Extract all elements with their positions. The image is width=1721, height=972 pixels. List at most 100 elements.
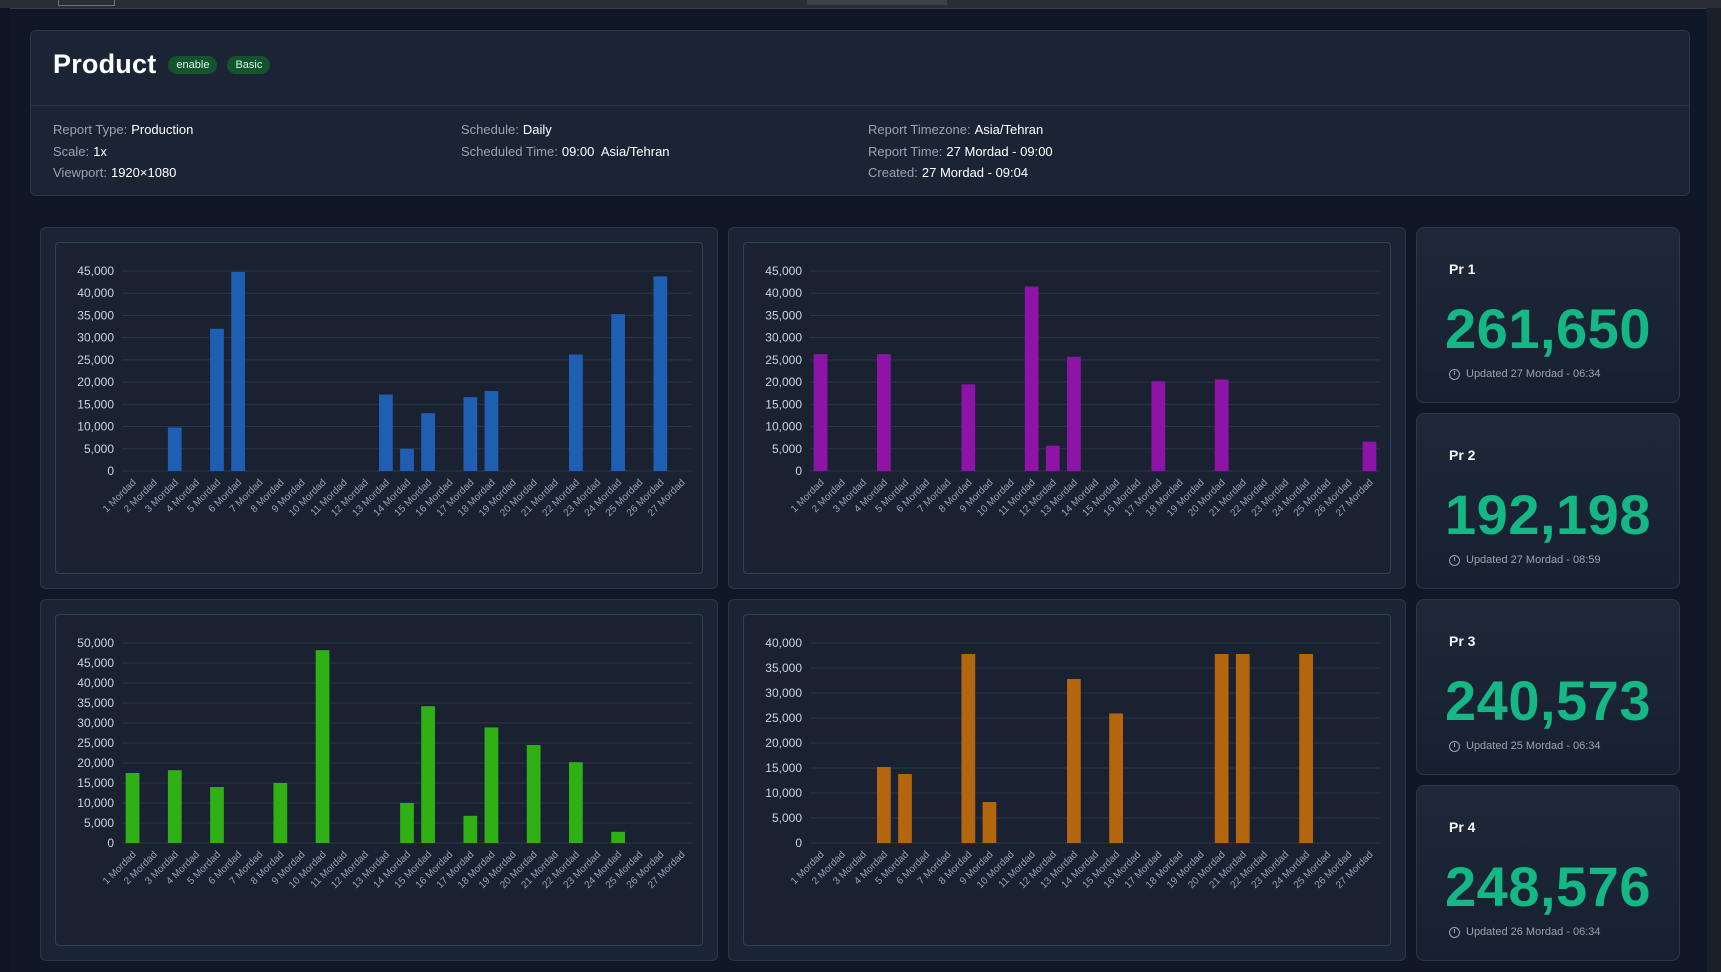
y-tick-label: 30,000 xyxy=(77,331,114,345)
top-bar-scroll-thumb[interactable] xyxy=(807,0,947,5)
stat-updated: Updated 26 Mordad - 06:34 xyxy=(1449,926,1601,938)
bar[interactable] xyxy=(210,328,224,471)
bar[interactable] xyxy=(1214,654,1229,843)
stat-updated-text: Updated 26 Mordad - 06:34 xyxy=(1466,926,1601,938)
bar[interactable] xyxy=(877,354,891,471)
y-tick-label: 5,000 xyxy=(772,811,802,825)
bar[interactable] xyxy=(961,384,976,471)
info-report-timezone: Report Timezone: Asia/Tehran xyxy=(868,122,1044,137)
bar-chart-1: 0 5,000 10,000 15,000 20,000 25,000 30,000 35,0… xyxy=(77,264,692,519)
chart-panel-4: 0 5,000 10,000 15,000 20,000 25,000 30,000 35,0… xyxy=(743,614,1391,946)
bar[interactable] xyxy=(813,354,828,471)
info-report-time: Report Time: 27 Mordad - 09:00 xyxy=(868,143,1053,159)
bar[interactable] xyxy=(315,650,330,843)
left-frame xyxy=(0,8,10,972)
bar[interactable] xyxy=(653,276,668,471)
bar[interactable] xyxy=(273,783,288,843)
y-tick-label: 10,000 xyxy=(765,786,802,800)
y-tick-label: 45,000 xyxy=(77,264,114,278)
y-tick-label: 35,000 xyxy=(765,308,802,322)
chart-card-1: 0 5,000 10,000 15,000 20,000 25,000 30,000 35,0… xyxy=(40,227,718,589)
top-bar-tab[interactable] xyxy=(58,0,115,6)
y-tick-label: 5,000 xyxy=(84,816,114,830)
bar[interactable] xyxy=(1299,654,1313,843)
bar[interactable] xyxy=(379,394,393,471)
y-tick-label: 15,000 xyxy=(765,761,802,775)
bar[interactable] xyxy=(421,706,435,843)
y-tick-label: 40,000 xyxy=(765,636,802,650)
y-tick-label: 25,000 xyxy=(77,353,114,367)
bar[interactable] xyxy=(463,397,478,471)
y-tick-label: 0 xyxy=(795,836,802,850)
y-tick-label: 20,000 xyxy=(77,756,114,770)
y-tick-label: 10,000 xyxy=(77,420,114,434)
bar[interactable] xyxy=(421,413,435,471)
bar[interactable] xyxy=(569,762,583,843)
bar[interactable] xyxy=(611,831,625,843)
bar[interactable] xyxy=(167,427,182,471)
y-tick-label: 20,000 xyxy=(77,375,114,389)
stat-title: Pr 3 xyxy=(1449,633,1476,649)
stat-updated-text: Updated 27 Mordad - 08:59 xyxy=(1466,554,1601,566)
bar[interactable] xyxy=(484,727,499,843)
y-tick-label: 40,000 xyxy=(77,676,114,690)
bar[interactable] xyxy=(167,770,182,843)
y-tick-label: 5,000 xyxy=(772,442,802,456)
bar[interactable] xyxy=(1151,381,1166,471)
y-tick-label: 35,000 xyxy=(77,308,114,322)
bar[interactable] xyxy=(526,745,541,843)
bar[interactable] xyxy=(400,448,414,471)
bar[interactable] xyxy=(1067,679,1081,843)
bar[interactable] xyxy=(125,773,140,843)
bar[interactable] xyxy=(1067,356,1081,471)
bar[interactable] xyxy=(569,354,583,471)
bar[interactable] xyxy=(400,803,414,843)
bar[interactable] xyxy=(231,271,245,471)
stat-value: 261,650 xyxy=(1445,297,1651,360)
bar[interactable] xyxy=(898,774,912,843)
y-tick-label: 10,000 xyxy=(765,420,802,434)
bar[interactable] xyxy=(877,767,891,843)
info-scale: Scale: 1x xyxy=(53,143,107,159)
header-divider xyxy=(31,105,1689,106)
stat-card-pr1: Pr 1 261,650 Updated 27 Mordad - 06:34 xyxy=(1416,227,1680,403)
info-viewport: Viewport: 1920×1080 xyxy=(53,165,177,180)
stat-title: Pr 2 xyxy=(1449,447,1476,463)
bar[interactable] xyxy=(1362,441,1377,471)
right-scroll-gutter[interactable] xyxy=(1707,8,1721,972)
bar[interactable] xyxy=(210,787,224,843)
stat-value: 240,573 xyxy=(1445,669,1651,732)
y-tick-label: 15,000 xyxy=(77,397,114,411)
y-tick-label: 25,000 xyxy=(765,353,802,367)
bar[interactable] xyxy=(1214,379,1229,471)
bar[interactable] xyxy=(982,802,997,843)
y-tick-label: 0 xyxy=(107,464,114,478)
bar[interactable] xyxy=(1024,286,1039,471)
bar[interactable] xyxy=(484,391,499,471)
bar[interactable] xyxy=(1235,654,1250,843)
y-tick-label: 10,000 xyxy=(77,796,114,810)
y-tick-label: 30,000 xyxy=(77,716,114,730)
y-tick-label: 20,000 xyxy=(765,736,802,750)
bar[interactable] xyxy=(1109,713,1123,844)
y-tick-label: 35,000 xyxy=(77,696,114,710)
clock-icon xyxy=(1449,554,1460,566)
stat-updated-text: Updated 27 Mordad - 06:34 xyxy=(1466,368,1601,380)
stat-updated: Updated 27 Mordad - 06:34 xyxy=(1449,368,1601,380)
y-tick-label: 40,000 xyxy=(765,286,802,300)
info-column-2: Schedule: Daily Scheduled Time: 09:00 Asia… xyxy=(461,119,670,162)
bar[interactable] xyxy=(1045,445,1060,471)
bar[interactable] xyxy=(463,815,478,843)
y-tick-label: 30,000 xyxy=(765,331,802,345)
bar[interactable] xyxy=(961,654,976,843)
stat-card-pr2: Pr 2 192,198 Updated 27 Mordad - 08:59 xyxy=(1416,413,1680,589)
stat-value: 192,198 xyxy=(1445,483,1651,546)
y-tick-label: 0 xyxy=(795,464,802,478)
stat-title: Pr 1 xyxy=(1449,261,1476,277)
bar[interactable] xyxy=(611,314,625,471)
stat-updated: Updated 25 Mordad - 06:34 xyxy=(1449,740,1601,752)
y-tick-label: 40,000 xyxy=(77,286,114,300)
y-tick-label: 30,000 xyxy=(765,686,802,700)
info-schedule: Schedule: Daily xyxy=(461,122,552,137)
stat-updated: Updated 27 Mordad - 08:59 xyxy=(1449,554,1601,566)
